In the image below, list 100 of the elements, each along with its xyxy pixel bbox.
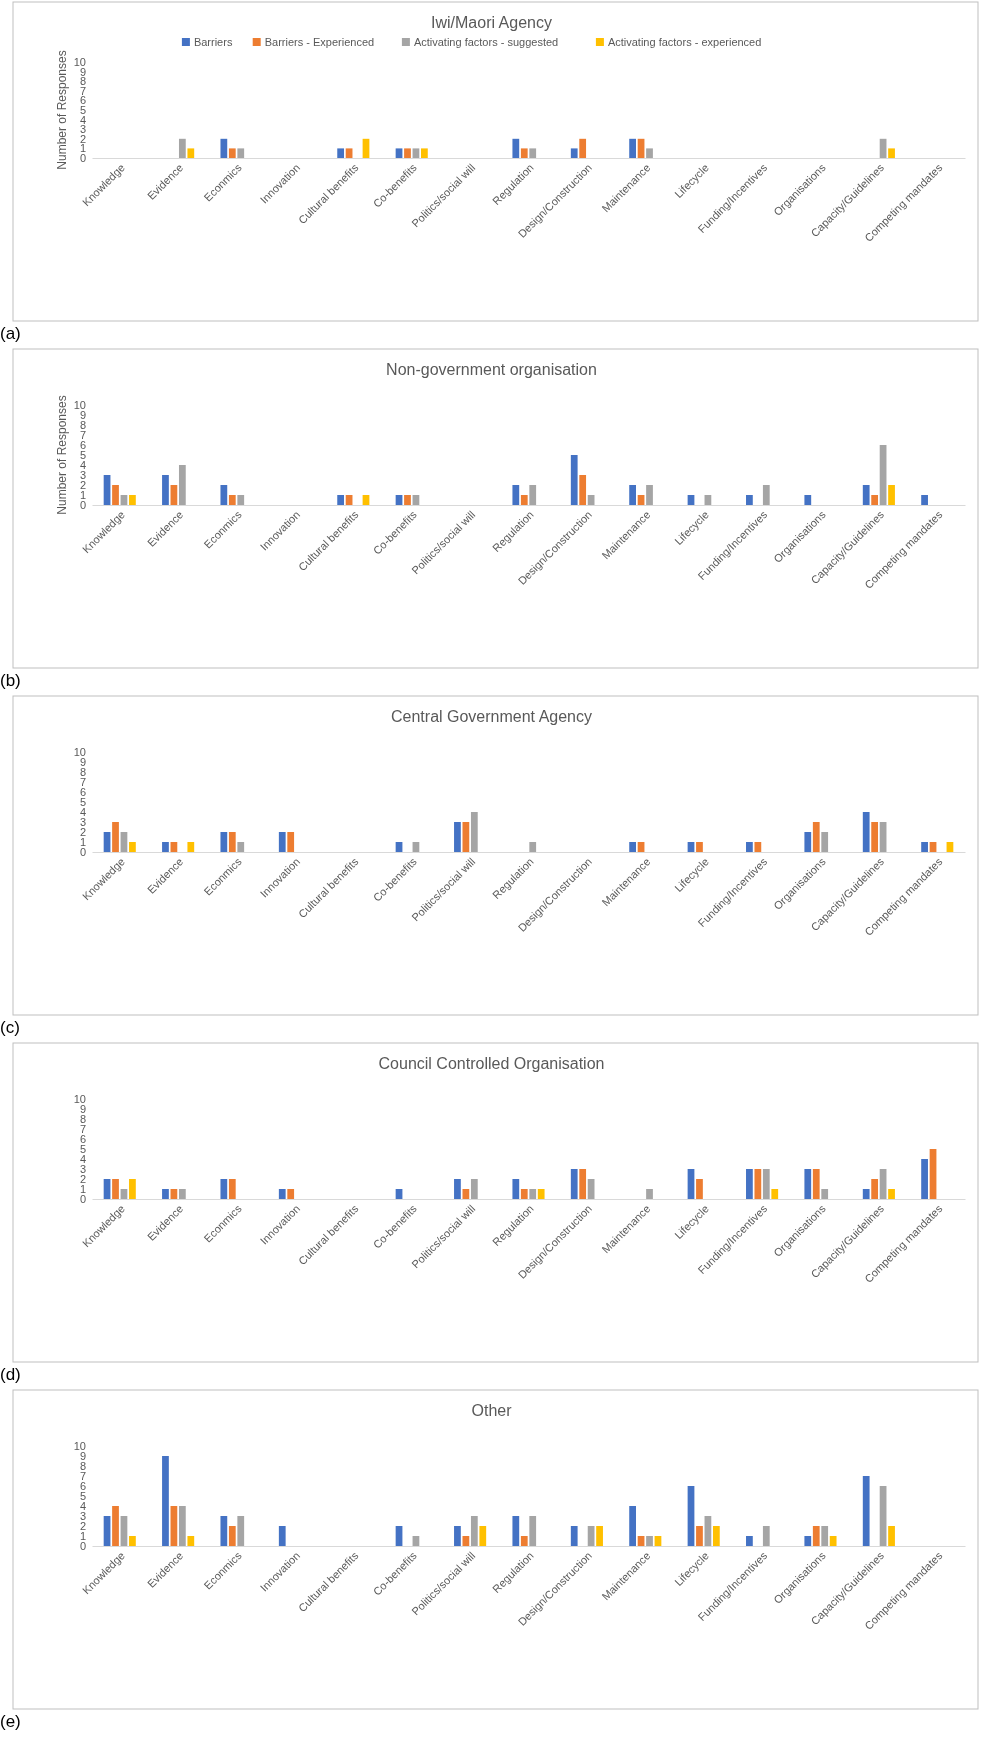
y-tick-label: 10 xyxy=(73,1440,86,1453)
bar xyxy=(220,1179,228,1199)
bar xyxy=(520,1536,528,1546)
bar xyxy=(921,842,928,852)
bar xyxy=(529,842,537,852)
bar xyxy=(804,1169,812,1199)
bar xyxy=(278,1526,286,1546)
y-tick-label: 9 xyxy=(79,1450,86,1463)
y-tick-label: 10 xyxy=(73,399,86,412)
bar xyxy=(579,475,587,505)
bar xyxy=(746,495,753,505)
y-tick-label: 2 xyxy=(79,826,86,839)
bar xyxy=(162,475,169,505)
legend-label: Barriers - Experienced xyxy=(264,36,375,48)
bar xyxy=(520,1189,528,1199)
bar xyxy=(178,1506,186,1546)
bar xyxy=(771,1189,779,1199)
bar xyxy=(404,495,411,505)
y-tick-label: 3 xyxy=(79,1510,86,1523)
y-tick-label: 5 xyxy=(79,796,86,809)
bar xyxy=(888,1189,895,1199)
y-tick-label: 6 xyxy=(79,1480,86,1493)
bar xyxy=(129,1179,136,1199)
chart-title: Council Controlled Organisation xyxy=(378,1055,605,1072)
bar xyxy=(228,1526,236,1546)
y-tick-label: 3 xyxy=(79,816,86,829)
bar xyxy=(746,1169,753,1199)
y-tick-label: 3 xyxy=(79,469,86,482)
y-tick-label: 4 xyxy=(79,1153,86,1166)
bar xyxy=(462,1189,470,1199)
text: (b) xyxy=(0,671,21,690)
y-tick-label: 4 xyxy=(79,459,86,472)
y-tick-label: 8 xyxy=(79,419,86,432)
y-tick-label: 7 xyxy=(79,1470,86,1483)
y-tick-label: 3 xyxy=(79,1163,86,1176)
y-tick-label: 8 xyxy=(79,766,86,779)
bar xyxy=(470,812,478,852)
y-tick-label: 0 xyxy=(79,1193,86,1206)
bar xyxy=(804,832,812,852)
bar xyxy=(696,1179,703,1199)
y-axis-title: Number of Responses xyxy=(55,395,69,515)
bar xyxy=(520,495,528,505)
bar xyxy=(129,842,136,852)
bar xyxy=(696,1526,703,1546)
bar xyxy=(462,822,470,852)
bar xyxy=(754,842,762,852)
y-tick-label: 6 xyxy=(79,786,86,799)
chart-title: Non-government organisation xyxy=(386,361,597,378)
text: (e) xyxy=(0,1712,21,1731)
bar xyxy=(129,495,136,505)
bar xyxy=(479,1526,487,1546)
bar xyxy=(228,832,236,852)
y-tick-label: 9 xyxy=(79,409,86,422)
bar xyxy=(512,1179,520,1199)
bar xyxy=(921,495,928,505)
bar xyxy=(454,822,461,852)
bar xyxy=(512,1516,520,1546)
chart-title: Other xyxy=(471,1402,513,1419)
y-tick-label: 8 xyxy=(79,1460,86,1473)
bar xyxy=(587,1526,595,1546)
y-tick-label: 4 xyxy=(79,1500,86,1513)
bar xyxy=(470,1179,478,1199)
bar xyxy=(821,1189,829,1199)
bar xyxy=(921,1159,928,1199)
bar xyxy=(129,1536,136,1546)
chart-title: Iwi/Maori Agency xyxy=(431,14,552,31)
bar xyxy=(237,1516,245,1546)
y-tick-label: 1 xyxy=(79,489,86,502)
legend-label: Barriers xyxy=(193,36,233,48)
bar xyxy=(228,495,236,505)
bar xyxy=(287,1189,295,1199)
text: (a) xyxy=(0,324,21,343)
bar xyxy=(112,485,119,505)
bar xyxy=(570,1526,578,1546)
bar xyxy=(237,495,245,505)
bar xyxy=(862,812,870,852)
bar xyxy=(746,842,753,852)
bar xyxy=(871,822,879,852)
y-tick-label: 7 xyxy=(79,776,86,789)
bar xyxy=(278,832,286,852)
bar xyxy=(696,842,703,852)
bar xyxy=(187,842,195,852)
bar xyxy=(162,1456,169,1546)
bar xyxy=(587,1179,595,1199)
bar xyxy=(529,485,537,505)
bar xyxy=(646,485,653,505)
bar xyxy=(337,495,345,505)
bar xyxy=(187,1536,195,1546)
legend-label: Activating factors - experienced xyxy=(607,36,762,48)
y-tick-label: 10 xyxy=(73,1093,86,1106)
bar xyxy=(812,822,820,852)
y-tick-label: 7 xyxy=(79,429,86,442)
y-tick-label: 7 xyxy=(79,1123,86,1136)
bar xyxy=(278,1189,286,1199)
bar xyxy=(570,455,578,505)
y-tick-label: 1 xyxy=(79,836,86,849)
bar xyxy=(646,1189,653,1199)
y-tick-label: 9 xyxy=(79,756,86,769)
bar xyxy=(762,1526,770,1546)
bar xyxy=(512,485,520,505)
